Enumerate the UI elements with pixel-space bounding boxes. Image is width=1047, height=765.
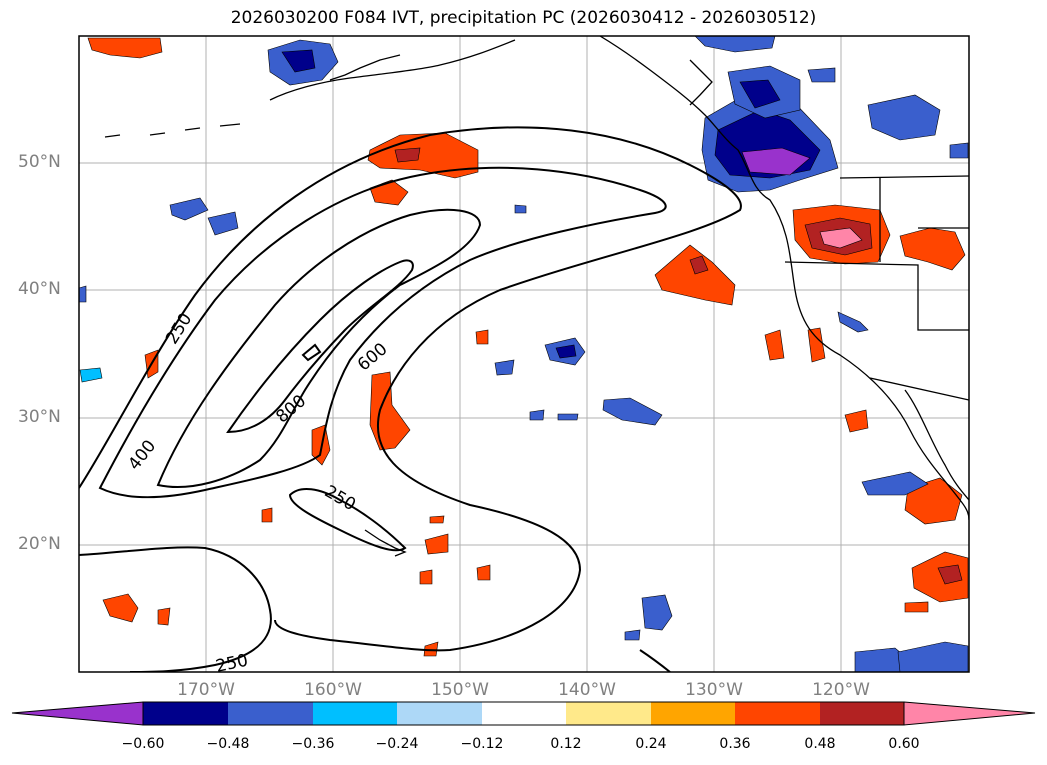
colorbar-seg-1 xyxy=(143,702,228,725)
negative-anomaly-regions xyxy=(79,36,969,672)
colorbar-tick: −0.36 xyxy=(291,736,335,752)
lon-label-150w: 150°W xyxy=(431,680,489,700)
lat-label-50n: 50°N xyxy=(18,152,61,172)
ivt-contours xyxy=(79,126,742,672)
lon-label-140w: 140°W xyxy=(558,680,616,700)
lon-label-170w: 170°W xyxy=(177,680,235,700)
colorbar-seg-5 xyxy=(482,702,566,725)
colorbar-frame xyxy=(142,701,905,726)
colorbar-tick: −0.48 xyxy=(206,736,250,752)
colorbar-seg-3 xyxy=(313,702,397,725)
map-background xyxy=(79,36,969,672)
colorbar-tick: −0.24 xyxy=(375,736,419,752)
lon-label-130w: 130°W xyxy=(685,680,743,700)
lat-label-30n: 30°N xyxy=(18,407,61,427)
lon-label-160w: 160°W xyxy=(304,680,362,700)
colorbar-tick: −0.12 xyxy=(460,736,504,752)
colorbar-seg-0 xyxy=(11,701,144,726)
colorbar xyxy=(11,701,1036,726)
colorbar-seg-10 xyxy=(903,701,1036,726)
colorbar-tick: 0.12 xyxy=(550,736,582,752)
colorbar-seg-7 xyxy=(651,702,735,725)
lat-label-20n: 20°N xyxy=(18,534,61,554)
colorbar-tick: 0.48 xyxy=(804,736,836,752)
colorbar-seg-2 xyxy=(228,702,313,725)
colorbar-seg-6 xyxy=(566,702,651,725)
colorbar-tick: 0.24 xyxy=(635,736,667,752)
lon-label-120w: 120°W xyxy=(812,680,870,700)
map-title: 2026030200 F084 IVT, precipitation PC (2… xyxy=(230,8,817,28)
colorbar-tick: 0.60 xyxy=(888,736,920,752)
colorbar-seg-9 xyxy=(820,702,904,725)
colorbar-seg-8 xyxy=(735,702,820,725)
colorbar-tick: 0.36 xyxy=(719,736,751,752)
colorbar-tick: −0.60 xyxy=(121,736,165,752)
colorbar-seg-4 xyxy=(397,702,482,725)
map-panel: 250 400 600 800 250 250 xyxy=(78,35,970,677)
coastlines xyxy=(104,36,969,557)
lat-label-40n: 40°N xyxy=(18,279,61,299)
map-frame xyxy=(78,35,970,673)
